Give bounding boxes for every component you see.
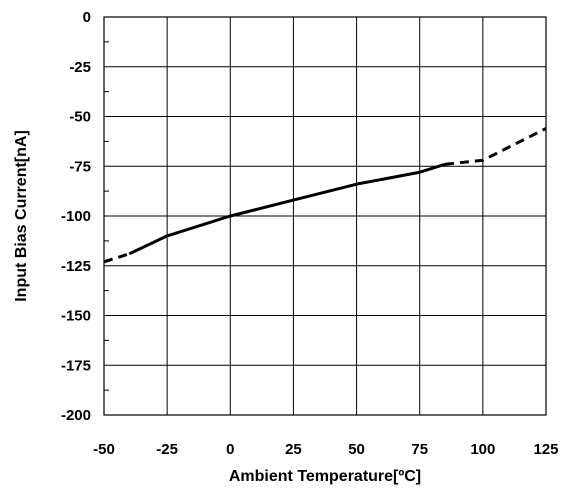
y-tick-label: 0 <box>83 9 91 26</box>
y-tick-label: -125 <box>61 258 91 275</box>
tick-labels: -50 -25 0 25 50 75 100 125 0 -25 -50 -75 -100 -125 -15… <box>61 9 559 458</box>
series-line-dashed <box>444 127 547 166</box>
x-axis-title: Ambient Temperature[ºC] <box>229 468 421 485</box>
x-tick-label: 0 <box>226 441 234 458</box>
y-tick-label: -50 <box>69 109 91 126</box>
y-tick-label: -25 <box>69 59 91 76</box>
series-line-dashed <box>103 252 130 264</box>
y-tick-label: -175 <box>61 357 91 374</box>
x-tick-label: 75 <box>411 441 428 458</box>
x-tick-label: -25 <box>156 441 178 458</box>
y-axis-title: Input Bias Current[nA] <box>13 130 30 302</box>
x-tick-label: 125 <box>533 441 558 458</box>
minor-ticks <box>104 41 109 391</box>
x-tick-label: 25 <box>285 441 302 458</box>
y-tick-label: -75 <box>69 158 91 175</box>
x-tick-label: 50 <box>348 441 365 458</box>
series-lines <box>103 127 547 264</box>
y-tick-label: -100 <box>61 208 91 225</box>
x-tick-label: -50 <box>93 441 115 458</box>
y-tick-label: -150 <box>61 308 91 325</box>
plot-frame <box>103 16 547 416</box>
y-tick-label: -200 <box>61 407 91 424</box>
series-line-solid <box>128 162 446 256</box>
x-tick-label: 100 <box>470 441 495 458</box>
